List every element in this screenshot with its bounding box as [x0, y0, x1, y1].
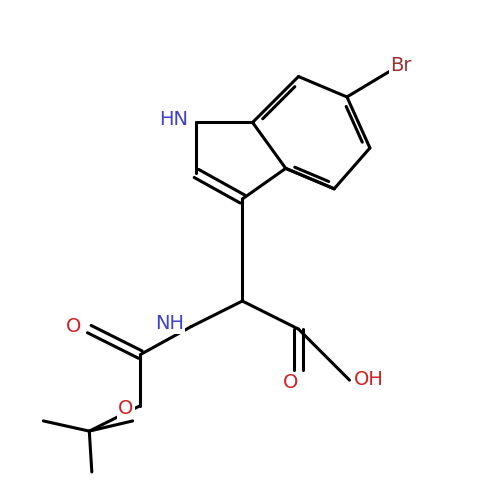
Text: Br: Br [390, 56, 411, 75]
Text: O: O [283, 373, 298, 392]
Text: NH: NH [156, 314, 184, 334]
Text: OH: OH [354, 370, 384, 388]
Text: HN: HN [159, 110, 188, 130]
Text: O: O [66, 317, 82, 336]
Text: O: O [118, 398, 134, 417]
